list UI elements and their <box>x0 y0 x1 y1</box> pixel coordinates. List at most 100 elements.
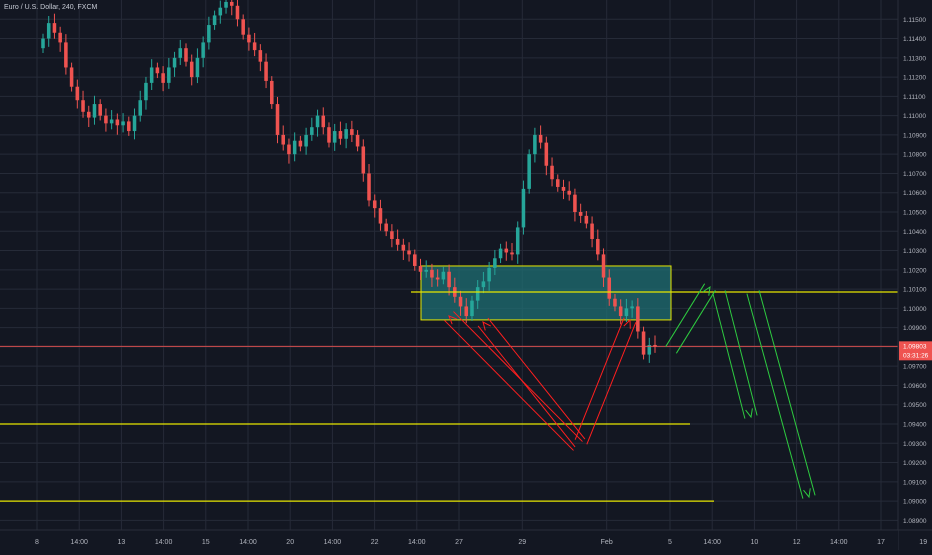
candle-down <box>184 43 188 67</box>
candle-body <box>641 331 646 355</box>
candle-body <box>487 267 491 282</box>
candle-down <box>355 130 360 152</box>
candle-body <box>647 344 652 355</box>
candle-down <box>298 135 303 152</box>
candle-down <box>115 113 120 135</box>
candle-body <box>167 67 171 83</box>
candle-down <box>618 299 623 325</box>
candle-body <box>378 208 383 224</box>
candle-down <box>390 224 394 248</box>
candle-body <box>161 73 165 83</box>
candle-body <box>372 200 377 209</box>
candle-down <box>189 54 194 86</box>
candle-down <box>596 229 600 261</box>
arrow-shaft <box>746 293 804 499</box>
time-tick-label: 14:00 <box>324 539 342 546</box>
candle-down <box>504 241 509 261</box>
candle-down <box>321 107 326 135</box>
candle-body <box>212 15 217 26</box>
price-tick-label: 1.09900 <box>903 325 927 332</box>
candle-body <box>344 129 348 139</box>
candle-body <box>327 127 331 143</box>
current-price-value: 1.09803 <box>903 343 927 350</box>
time-tick-label: 14:00 <box>70 539 88 546</box>
candle-up <box>515 221 520 264</box>
candle-body <box>178 48 183 58</box>
arrow-head <box>482 321 491 331</box>
candle-body <box>127 121 131 132</box>
candle-up <box>527 149 531 194</box>
candle-down <box>367 164 371 207</box>
candle-up <box>310 117 314 141</box>
candle-down <box>418 258 423 281</box>
candle-body <box>281 134 285 145</box>
candle-body <box>332 131 337 143</box>
candle-down <box>98 99 102 121</box>
candle-body <box>561 186 566 191</box>
candle-body <box>132 115 137 132</box>
candle-body <box>315 115 320 128</box>
candle-body <box>86 111 91 118</box>
candle-body <box>613 298 617 307</box>
candle-body <box>287 144 291 155</box>
candle-body <box>275 104 280 135</box>
symbol-title: Euro / U.S. Dollar, 240, FXCM <box>4 4 98 11</box>
price-tick-label: 1.09100 <box>903 479 927 486</box>
candle-down <box>407 242 411 262</box>
price-tick-label: 1.09600 <box>903 383 927 390</box>
candle-up <box>201 36 205 68</box>
candle-body <box>270 80 274 105</box>
candle-body <box>172 57 177 68</box>
candle-down <box>161 66 165 92</box>
price-axis: 1.11500 1.11400 1.11300 1.11200 1.11100 1.110… <box>897 0 932 550</box>
projection-arrow-up <box>665 283 716 354</box>
candle-body <box>338 131 343 139</box>
candle-up <box>533 127 537 163</box>
zone-box <box>420 265 672 321</box>
candle-body <box>321 115 326 128</box>
price-tick-label: 1.10900 <box>903 132 927 139</box>
time-tick-label: 29 <box>518 539 526 546</box>
time-tick-label: 14:00 <box>239 539 257 546</box>
candle-down <box>567 181 571 201</box>
support-arrow <box>444 311 583 451</box>
time-tick-label: 5 <box>668 539 672 546</box>
candle-down <box>413 249 417 271</box>
candle-down <box>458 290 463 316</box>
candle-body <box>573 194 577 212</box>
candle-body <box>195 57 200 78</box>
candle-up <box>521 180 526 235</box>
candle-up <box>493 249 497 276</box>
arrow-shaft <box>487 317 586 440</box>
candle-body <box>475 287 480 301</box>
candle-down <box>264 53 268 89</box>
price-tick-label: 1.09000 <box>903 499 927 506</box>
candle-down <box>510 243 514 261</box>
arrow-head <box>745 408 753 419</box>
candle-up <box>195 48 200 84</box>
candle-body <box>361 146 366 174</box>
time-tick-label: 14:00 <box>830 539 848 546</box>
price-tick-label: 1.11500 <box>903 17 926 24</box>
candle-up <box>121 113 125 133</box>
time-tick-label: 15 <box>202 539 210 546</box>
candle-body <box>355 134 360 147</box>
candle-up <box>647 337 652 363</box>
candle-down <box>447 264 451 296</box>
candle-body <box>596 238 600 255</box>
candle-body <box>636 306 640 332</box>
candle-down <box>281 125 285 151</box>
time-tick-label: 14:00 <box>703 539 721 546</box>
candle-down <box>384 218 388 237</box>
candle-up <box>470 295 474 321</box>
candle-body <box>441 271 446 280</box>
price-tick-label: 1.10300 <box>903 248 927 255</box>
arrow-shaft <box>586 322 637 445</box>
horizontal-levels <box>0 291 898 502</box>
candle-down <box>69 62 74 92</box>
time-tick-label: 14:00 <box>155 539 173 546</box>
time-tick-label: 10 <box>751 539 759 546</box>
candle-down <box>127 116 131 136</box>
